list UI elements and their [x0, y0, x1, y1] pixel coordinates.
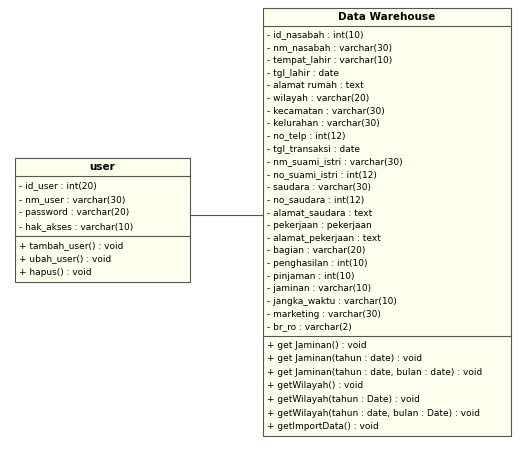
Bar — [263, 8, 511, 436]
Text: - password : varchar(20): - password : varchar(20) — [19, 208, 129, 217]
Text: user: user — [89, 162, 116, 172]
Text: - nm_suami_istri : varchar(30): - nm_suami_istri : varchar(30) — [267, 157, 403, 166]
Text: + get Jaminan() : void: + get Jaminan() : void — [267, 341, 367, 350]
Text: - tgl_lahir : date: - tgl_lahir : date — [267, 68, 339, 78]
Text: + getImportData() : void: + getImportData() : void — [267, 422, 379, 431]
Text: - alamat_saudara : text: - alamat_saudara : text — [267, 208, 372, 217]
Text: - id_user : int(20): - id_user : int(20) — [19, 181, 97, 190]
Bar — [15, 158, 190, 282]
Text: Data Warehouse: Data Warehouse — [338, 12, 436, 22]
Text: + getWilayah(tahun : Date) : void: + getWilayah(tahun : Date) : void — [267, 395, 420, 404]
Text: - jaminan : varchar(10): - jaminan : varchar(10) — [267, 284, 371, 293]
Text: + get Jaminan(tahun : date, bulan : date) : void: + get Jaminan(tahun : date, bulan : date… — [267, 368, 482, 377]
Text: - nm_nasabah : varchar(30): - nm_nasabah : varchar(30) — [267, 43, 392, 52]
Text: - id_nasabah : int(10): - id_nasabah : int(10) — [267, 31, 363, 40]
Text: + get Jaminan(tahun : date) : void: + get Jaminan(tahun : date) : void — [267, 355, 422, 364]
Text: - alamat_pekerjaan : text: - alamat_pekerjaan : text — [267, 234, 381, 243]
Text: - pekerjaan : pekerjaan: - pekerjaan : pekerjaan — [267, 221, 372, 230]
Text: - tgl_transaksi : date: - tgl_transaksi : date — [267, 145, 360, 154]
Text: - br_ro : varchar(2): - br_ro : varchar(2) — [267, 323, 352, 332]
Text: - nm_user : varchar(30): - nm_user : varchar(30) — [19, 195, 126, 203]
Text: + getWilayah() : void: + getWilayah() : void — [267, 382, 363, 390]
Text: - marketing : varchar(30): - marketing : varchar(30) — [267, 310, 381, 319]
Text: - penghasilan : int(10): - penghasilan : int(10) — [267, 259, 368, 268]
Text: - kecamatan : varchar(30): - kecamatan : varchar(30) — [267, 106, 385, 115]
Text: - pinjaman : int(10): - pinjaman : int(10) — [267, 272, 355, 281]
Text: - bagian : varchar(20): - bagian : varchar(20) — [267, 246, 366, 255]
Text: + hapus() : void: + hapus() : void — [19, 268, 92, 277]
Text: - no_saudara : int(12): - no_saudara : int(12) — [267, 195, 364, 204]
Text: - hak_akses : varchar(10): - hak_akses : varchar(10) — [19, 222, 133, 231]
Text: - jangka_waktu : varchar(10): - jangka_waktu : varchar(10) — [267, 297, 397, 306]
Text: - kelurahan : varchar(30): - kelurahan : varchar(30) — [267, 119, 380, 128]
Text: - alamat rumah : text: - alamat rumah : text — [267, 81, 364, 90]
Text: - tempat_lahir : varchar(10): - tempat_lahir : varchar(10) — [267, 56, 392, 65]
Text: - no_suami_istri : int(12): - no_suami_istri : int(12) — [267, 170, 377, 179]
Text: - wilayah : varchar(20): - wilayah : varchar(20) — [267, 94, 369, 103]
Text: + ubah_user() : void: + ubah_user() : void — [19, 254, 111, 263]
Text: + getWilayah(tahun : date, bulan : Date) : void: + getWilayah(tahun : date, bulan : Date)… — [267, 408, 480, 417]
Text: - no_telp : int(12): - no_telp : int(12) — [267, 132, 346, 141]
Text: + tambah_user() : void: + tambah_user() : void — [19, 241, 123, 250]
Text: - saudara : varchar(30): - saudara : varchar(30) — [267, 183, 371, 192]
